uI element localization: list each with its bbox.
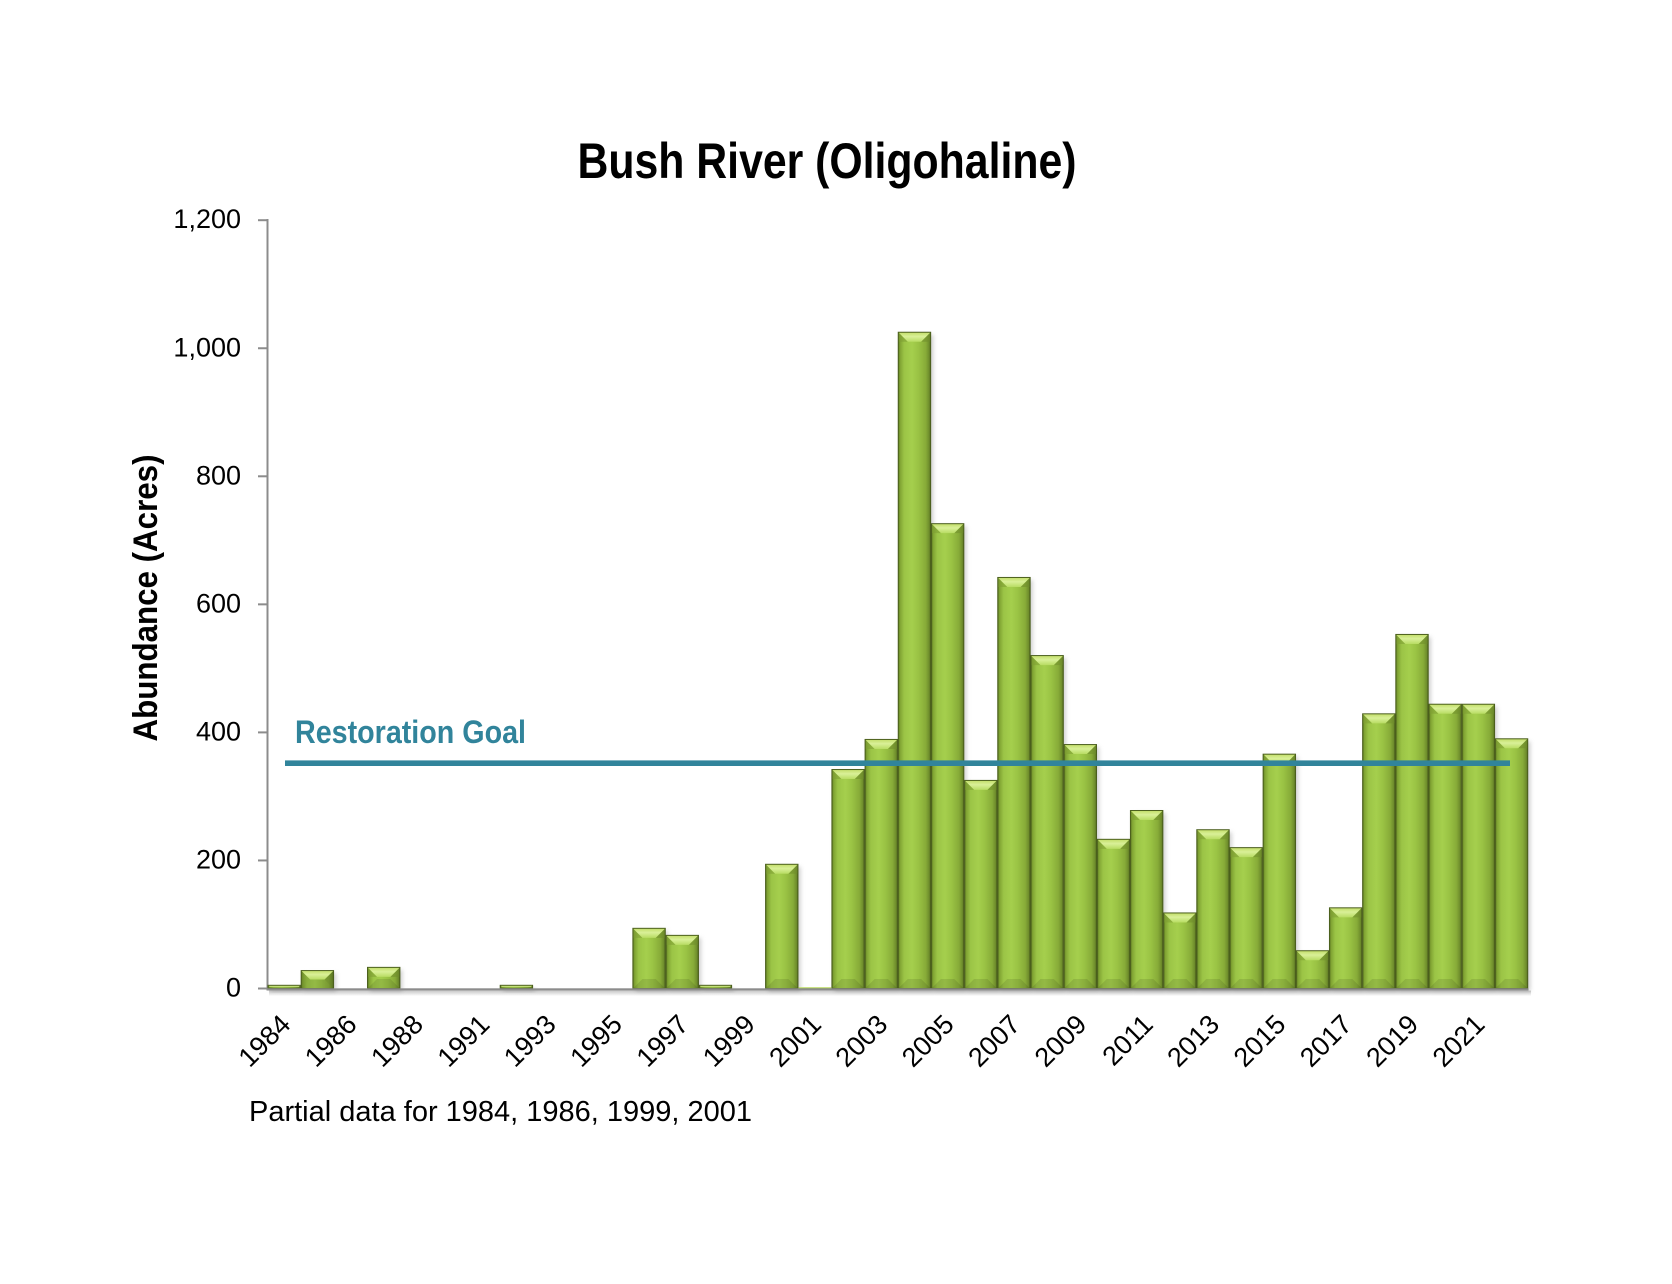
svg-text:2017: 2017 <box>1294 1009 1358 1073</box>
svg-text:1995: 1995 <box>564 1009 628 1073</box>
svg-text:400: 400 <box>196 716 241 746</box>
svg-text:2019: 2019 <box>1360 1009 1424 1073</box>
svg-text:Abundance (Acres): Abundance (Acres) <box>127 455 165 742</box>
svg-text:600: 600 <box>196 588 241 618</box>
svg-text:Bush River (Oligohaline): Bush River (Oligohaline) <box>578 133 1077 189</box>
svg-text:1988: 1988 <box>365 1009 429 1073</box>
svg-text:2021: 2021 <box>1427 1009 1491 1073</box>
svg-text:1984: 1984 <box>233 1009 297 1073</box>
svg-text:1,000: 1,000 <box>173 332 241 362</box>
svg-text:2001: 2001 <box>763 1009 827 1073</box>
svg-text:200: 200 <box>196 844 241 874</box>
svg-text:2013: 2013 <box>1161 1009 1225 1073</box>
svg-text:2007: 2007 <box>962 1009 1026 1073</box>
svg-text:Restoration Goal: Restoration Goal <box>295 714 526 750</box>
svg-text:2015: 2015 <box>1228 1009 1292 1073</box>
svg-text:2005: 2005 <box>896 1009 960 1073</box>
svg-text:2011: 2011 <box>1097 1009 1159 1071</box>
svg-text:1997: 1997 <box>631 1009 695 1073</box>
svg-text:1,200: 1,200 <box>173 204 241 234</box>
svg-text:2009: 2009 <box>1029 1009 1093 1073</box>
svg-text:1986: 1986 <box>299 1009 363 1073</box>
svg-text:Partial data for 1984, 1986, 1: Partial data for 1984, 1986, 1999, 2001 <box>249 1096 752 1128</box>
svg-text:1993: 1993 <box>498 1009 562 1073</box>
svg-text:1991: 1991 <box>432 1009 496 1073</box>
svg-text:1999: 1999 <box>697 1009 761 1073</box>
svg-text:800: 800 <box>196 460 241 490</box>
svg-text:0: 0 <box>226 973 241 1003</box>
svg-text:2003: 2003 <box>830 1009 894 1073</box>
